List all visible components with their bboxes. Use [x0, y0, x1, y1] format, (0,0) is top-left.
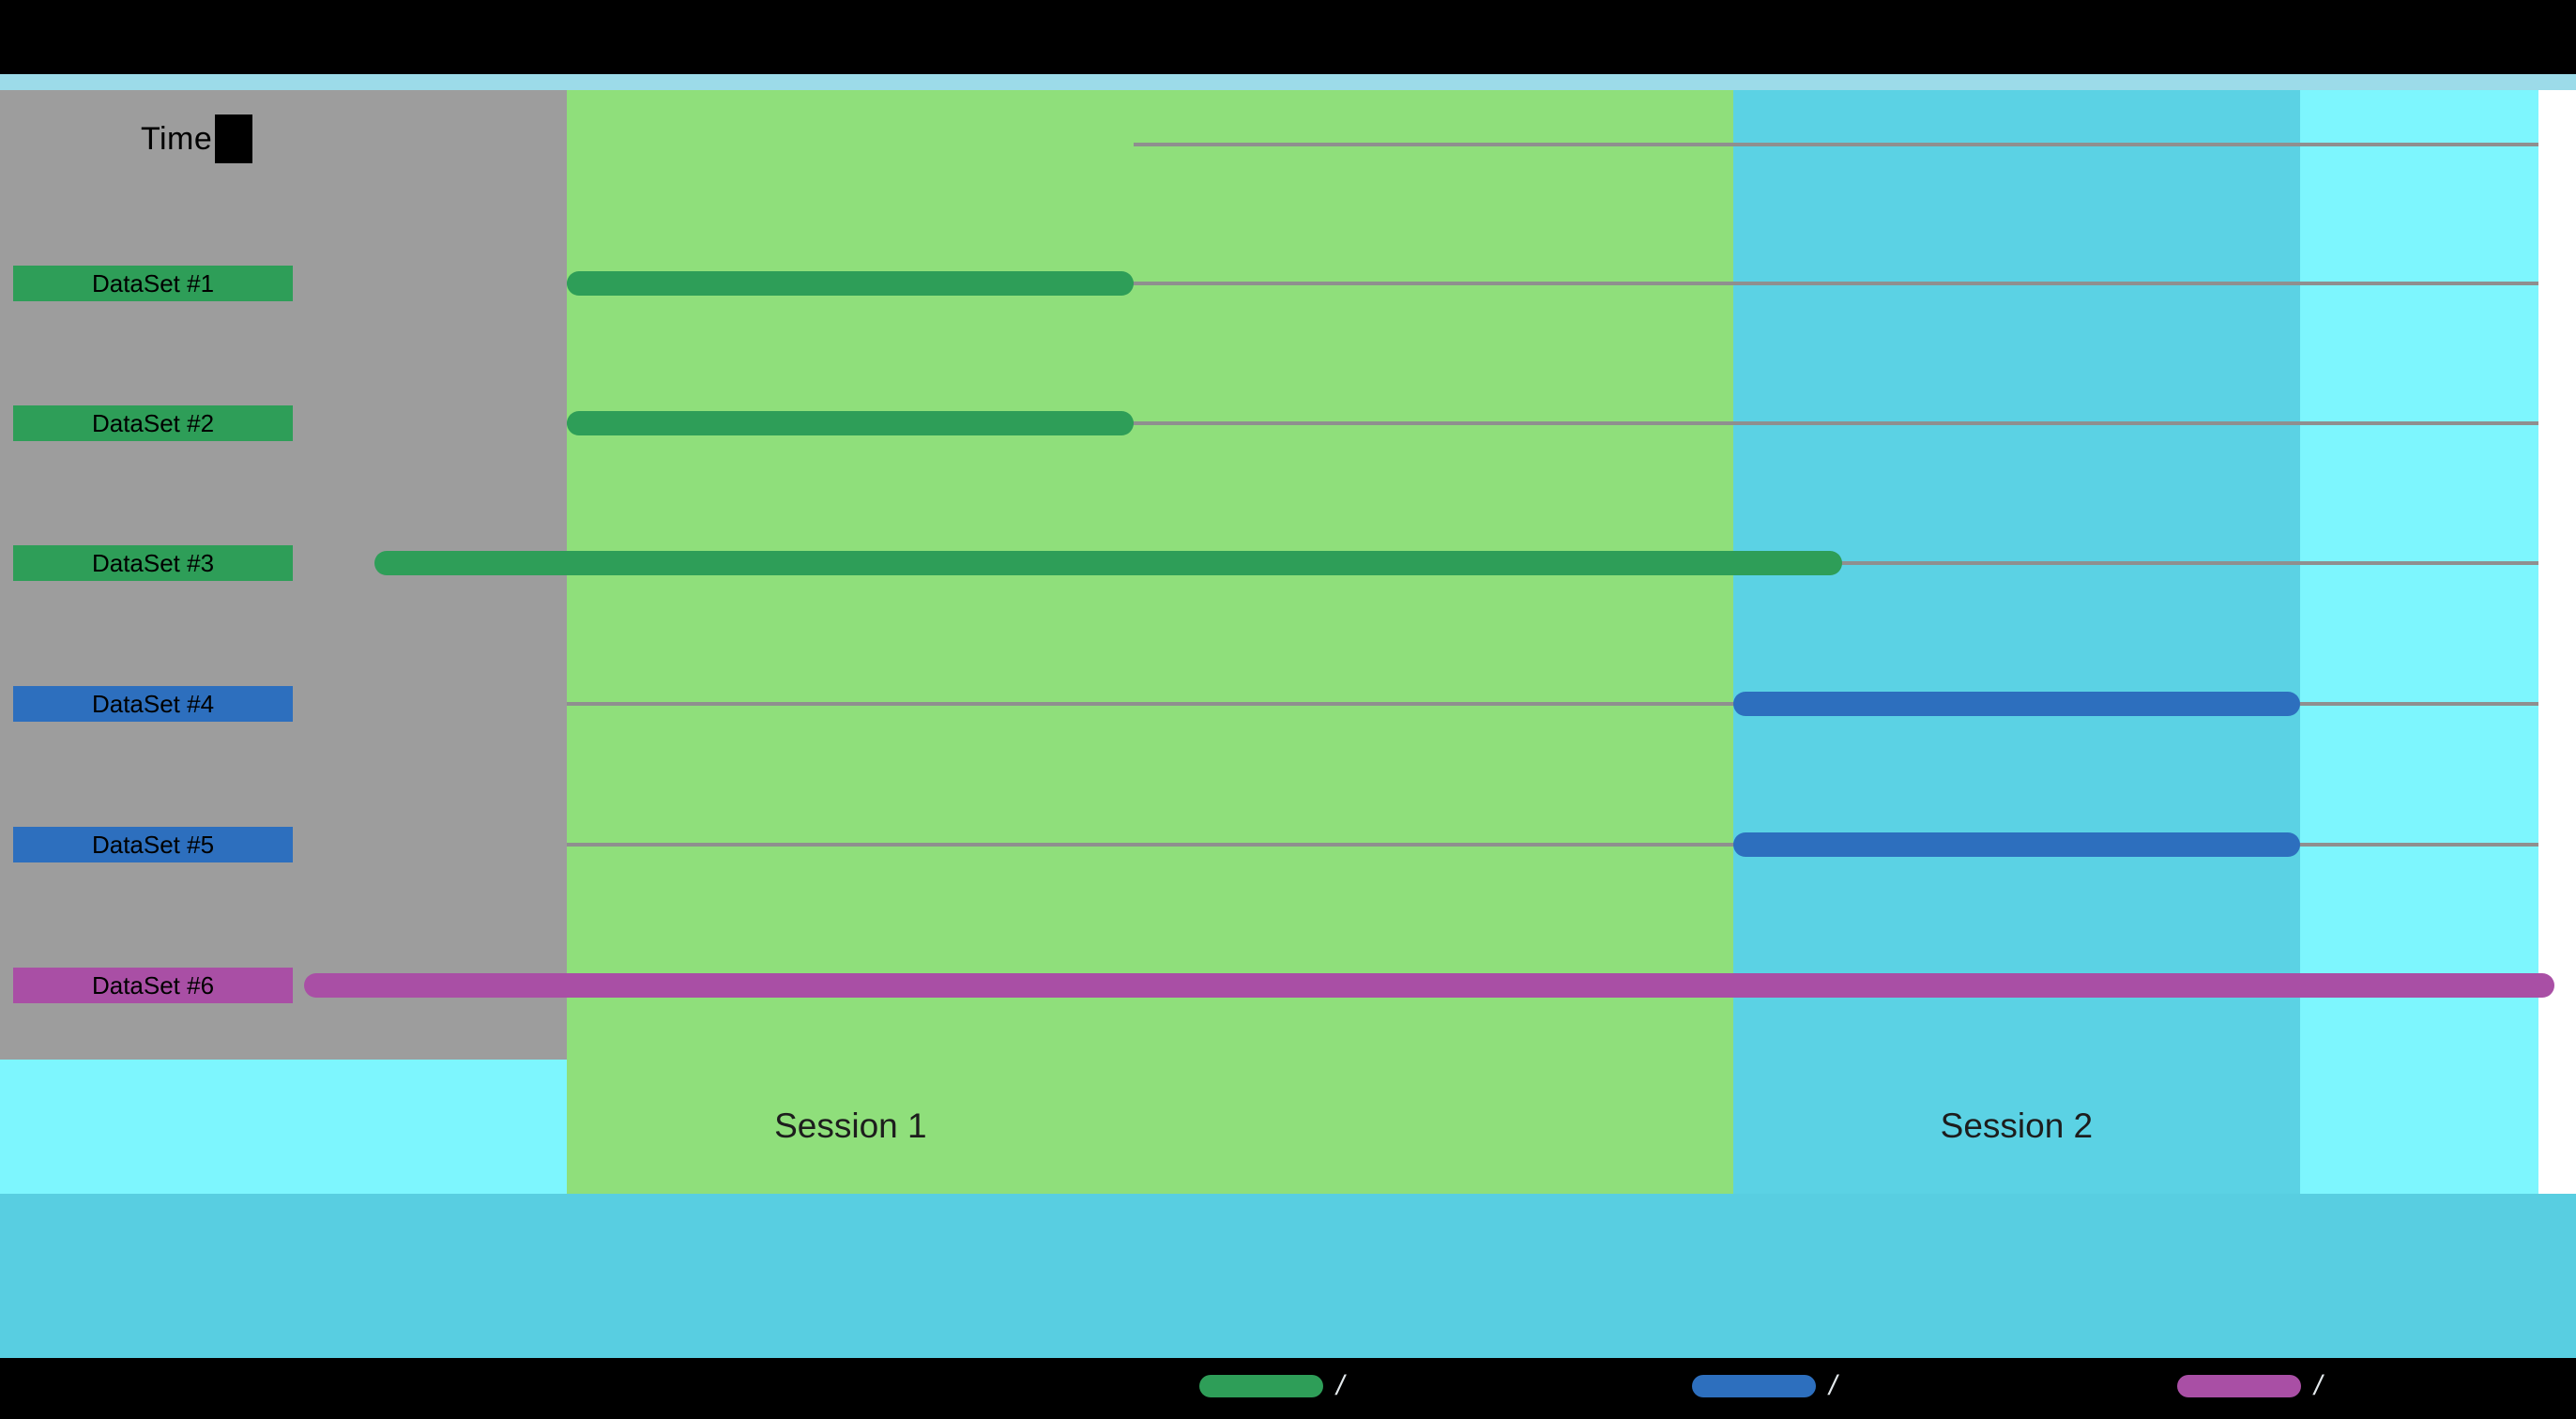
timeline-bar	[566, 411, 1135, 435]
legend-swatch	[1199, 1375, 1323, 1397]
timeline-bar	[374, 551, 1843, 575]
session-2-region	[1732, 90, 2301, 1194]
row-label-pill: DataSet #1	[13, 266, 293, 301]
gridline-header	[1134, 143, 2538, 146]
legend-slash: /	[1829, 1370, 1837, 1401]
legend-slash: /	[2314, 1370, 2323, 1401]
row-label-pill: DataSet #3	[13, 545, 293, 581]
gridline-row-1	[566, 282, 2538, 285]
bottom-black-band: / / /	[0, 1358, 2576, 1419]
session-label: Session 2	[1940, 1106, 2094, 1145]
header-strip	[0, 74, 2576, 90]
gridline-row-5	[566, 843, 2538, 847]
tail-region	[2300, 90, 2538, 1194]
legend-item: /	[2177, 1370, 2323, 1401]
time-axis-header: Time	[141, 113, 253, 165]
gridline-row-2	[566, 421, 2538, 425]
top-black-bar	[0, 0, 2576, 74]
row-label-pill: DataSet #6	[13, 968, 293, 1003]
legend-slash: /	[1336, 1370, 1345, 1401]
session-label: Session 1	[774, 1106, 927, 1145]
legend-item: /	[1692, 1370, 1837, 1401]
row-label-pill: DataSet #5	[13, 827, 293, 862]
timeline-bar	[566, 271, 1135, 296]
session-1-region	[566, 90, 1733, 1194]
axis-band	[0, 1194, 2576, 1358]
time-header-box	[215, 114, 253, 163]
bottom-left-region	[0, 1060, 567, 1194]
legend-swatch	[2177, 1375, 2301, 1397]
timeline-bar	[1732, 692, 2301, 716]
row-label-pill: DataSet #2	[13, 405, 293, 441]
legend-item: /	[1199, 1370, 1345, 1401]
timeline-bar	[1732, 832, 2301, 857]
timeline-bar	[304, 973, 2554, 998]
chart-plot-area: Time DataSet #1 DataSet #2 DataSet #3 DataS…	[0, 90, 2576, 1194]
time-axis-label: Time	[141, 120, 213, 157]
row-label-pill: DataSet #4	[13, 686, 293, 722]
legend-swatch	[1692, 1375, 1816, 1397]
gridline-row-4	[566, 702, 2538, 706]
